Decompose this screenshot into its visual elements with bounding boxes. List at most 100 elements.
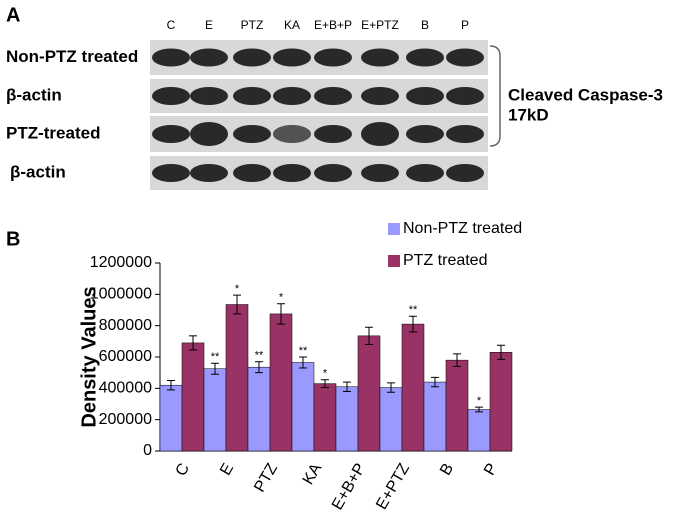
band [190, 48, 228, 67]
significance: * [279, 292, 284, 304]
error-bar [453, 353, 461, 367]
band [152, 87, 190, 105]
bar [181, 342, 205, 452]
legend-label: PTZ treated [403, 252, 487, 269]
significance: * [323, 368, 328, 380]
bar [467, 409, 491, 452]
band [273, 125, 311, 143]
y-tick-label: 1000000 [90, 286, 152, 303]
y-tick-label: 0 [143, 442, 152, 459]
bar [313, 383, 337, 452]
error-bar [475, 406, 483, 413]
significance: ** [299, 345, 308, 357]
row-label: β-actin [6, 85, 62, 104]
error-bar [497, 344, 505, 360]
band [406, 48, 444, 67]
legend-label: Non-PTZ treated [403, 220, 522, 237]
lane-label: KA [284, 18, 300, 32]
error-bar [365, 326, 373, 345]
band [446, 125, 484, 143]
legend-swatch [388, 255, 400, 267]
bar [203, 368, 227, 452]
y-tick-label: 800000 [99, 317, 152, 334]
error-bar [233, 294, 241, 315]
y-tick-label: 400000 [99, 380, 152, 397]
band [446, 87, 484, 105]
bar [335, 386, 359, 452]
bracket [489, 45, 501, 147]
lane-label: C [167, 18, 176, 32]
error-bar [277, 303, 285, 325]
band [361, 48, 399, 67]
significance: * [477, 395, 482, 407]
bar [445, 359, 469, 452]
band [233, 48, 271, 67]
error-bar [387, 382, 395, 393]
lane-label: P [461, 18, 469, 32]
y-axis-title: Density Values [78, 286, 100, 427]
band [446, 48, 484, 67]
band [152, 164, 190, 182]
band [406, 164, 444, 182]
error-bar [211, 362, 219, 375]
band [190, 87, 228, 105]
band [273, 48, 311, 67]
band [233, 87, 271, 105]
band [314, 164, 352, 182]
y-tick-label: 1200000 [90, 254, 152, 271]
band [152, 125, 190, 143]
bar [401, 323, 425, 452]
band [273, 87, 311, 105]
band [406, 125, 444, 143]
significance: ** [211, 351, 220, 363]
error-bar [167, 380, 175, 391]
size-label: 17kD [508, 105, 549, 124]
band [273, 164, 311, 182]
bar [379, 387, 403, 452]
lane-label: PTZ [241, 18, 264, 32]
bar [357, 335, 381, 452]
band [361, 87, 399, 105]
band [314, 87, 352, 105]
bar [225, 304, 249, 452]
band [406, 87, 444, 105]
lane-label: E+B+P [314, 18, 352, 32]
error-bar [189, 335, 197, 351]
panel-label: B [6, 228, 20, 250]
band [233, 125, 271, 143]
y-tick-label: 600000 [99, 348, 152, 365]
lane-label: E [205, 18, 213, 32]
significance: * [235, 283, 240, 295]
target-label: Cleaved Caspase-3 [508, 85, 663, 104]
error-bar [321, 379, 329, 389]
bar [291, 362, 315, 452]
panel-label: A [6, 4, 20, 26]
bar [159, 384, 183, 452]
error-bar [299, 356, 307, 369]
band [361, 122, 399, 146]
bar [423, 381, 447, 452]
row-label: Non-PTZ treated [6, 47, 138, 66]
lane-label: E+PTZ [361, 18, 399, 32]
band [190, 122, 228, 146]
band [314, 48, 352, 67]
error-bar [343, 381, 351, 392]
error-bar [431, 376, 439, 388]
y-tick-label: 200000 [99, 411, 152, 428]
lane-label: B [421, 18, 429, 32]
legend-swatch [388, 223, 400, 235]
row-label: β-actin [10, 162, 66, 181]
error-bar [255, 361, 263, 374]
band [314, 125, 352, 143]
bar [269, 313, 293, 452]
band [233, 164, 271, 182]
bar [489, 352, 513, 452]
significance: ** [409, 304, 418, 316]
band [152, 48, 190, 67]
significance: ** [255, 350, 264, 362]
bar [247, 366, 271, 452]
band [190, 164, 228, 182]
error-bar [409, 315, 417, 333]
band [446, 164, 484, 182]
row-label: PTZ-treated [6, 123, 100, 142]
